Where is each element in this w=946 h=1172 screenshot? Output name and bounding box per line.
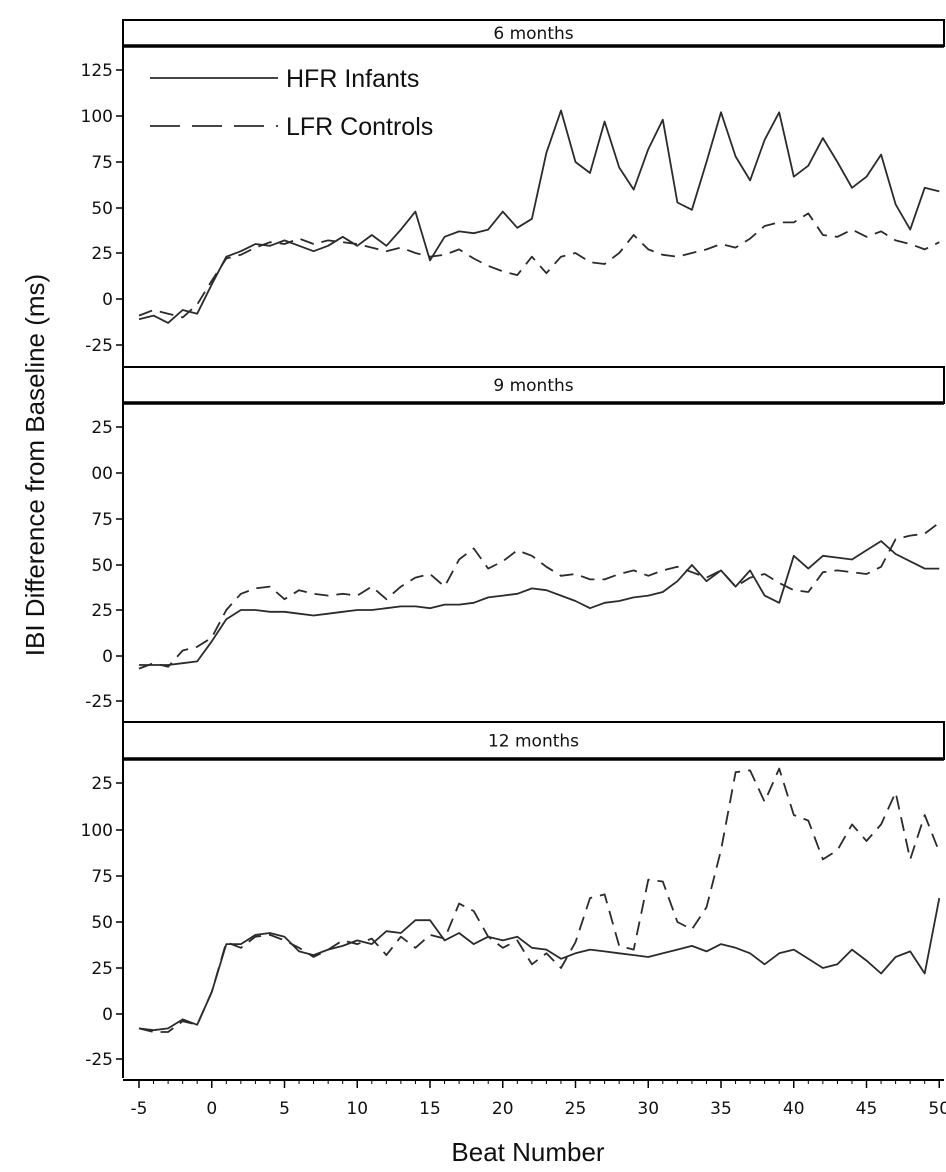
x-tick-label: 35 [710, 1099, 732, 1119]
x-axis-title: Beat Number [451, 1137, 605, 1167]
x-tick-label: 0 [206, 1099, 217, 1119]
y-tick-label: 0 [102, 647, 113, 667]
y-tick-label: -25 [85, 1050, 113, 1070]
y-tick-label: 100 [81, 821, 113, 841]
panel-12-months: 12 months -25 0 25 50 75 100 25 [81, 721, 945, 1078]
series-line-lfr-controls [138, 767, 941, 1033]
y-tick-label: 50 [91, 199, 113, 219]
y-tick-label: 75 [91, 510, 113, 530]
y-tick-label: 75 [91, 867, 113, 887]
y-tick-label: -25 [85, 692, 113, 712]
x-tick-label: -5 [131, 1099, 148, 1119]
y-tick-label: 00 [91, 464, 113, 484]
x-tick-label: 20 [492, 1099, 514, 1119]
x-tick-label: 10 [346, 1099, 368, 1119]
y-tick-label: 125 [81, 61, 113, 81]
series-line-lfr-controls [138, 212, 940, 319]
x-tick-label: 40 [783, 1099, 805, 1119]
y-tick-label: 25 [91, 244, 113, 264]
series-line-lfr-controls [138, 521, 940, 670]
y-tick-label: 25 [91, 959, 113, 979]
panel-strip [122, 721, 945, 760]
series-line-hfr-infants [138, 109, 940, 324]
legend: HFR Infants LFR Controls [150, 65, 433, 141]
y-tick-label: 50 [91, 556, 113, 576]
x-tick-label: 25 [565, 1099, 587, 1119]
y-tick-label: 25 [91, 601, 113, 621]
x-tick-label: 45 [856, 1099, 878, 1119]
y-tick-label: 100 [81, 107, 113, 127]
panel-strip-label: 9 months [493, 376, 573, 396]
panel-9-months: 9 months -25 0 25 50 75 00 25 [85, 366, 945, 722]
x-tick-label: 5 [279, 1099, 290, 1119]
y-axis-title: IBI Difference from Baseline (ms) [20, 274, 50, 656]
y-tick-label: 0 [102, 290, 113, 310]
panel-6-months: 6 months -25 0 25 50 75 100 125 [81, 19, 945, 367]
y-tick-label: 25 [91, 418, 113, 438]
y-tick-label: 0 [102, 1005, 113, 1025]
y-tick-label: 75 [91, 153, 113, 173]
x-tick-label: 30 [637, 1099, 659, 1119]
legend-label: HFR Infants [286, 65, 419, 93]
y-tick-label: 25 [91, 774, 113, 794]
series-line-hfr-infants [139, 540, 940, 666]
panel-strip-label: 12 months [488, 732, 579, 752]
series-line-hfr-infants [138, 897, 941, 1032]
legend-label: LFR Controls [286, 113, 433, 141]
x-tick-label: 50 [928, 1099, 946, 1119]
x-tick-label: 15 [419, 1099, 441, 1119]
y-tick-label: 50 [91, 913, 113, 933]
panel-strip-label: 6 months [493, 24, 573, 44]
y-tick-label: -25 [85, 336, 113, 356]
